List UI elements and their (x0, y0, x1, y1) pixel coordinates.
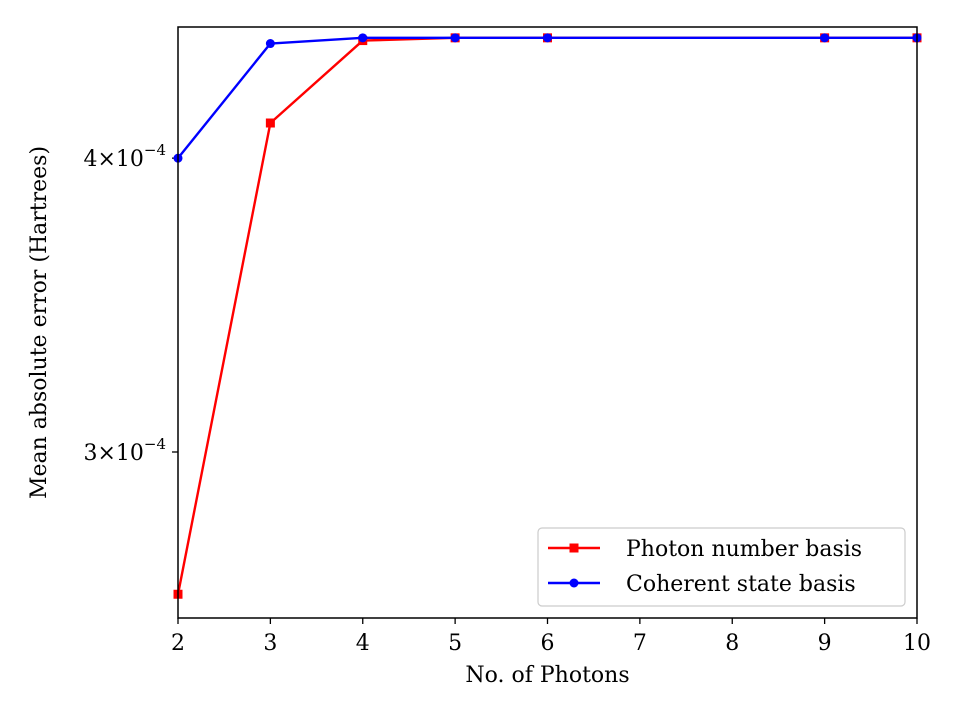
x-tick-label: 4 (356, 631, 370, 656)
data-point (820, 33, 830, 43)
data-point (265, 118, 275, 128)
y-tick-exponent: −4 (144, 141, 166, 159)
x-tick-label: 5 (448, 631, 462, 656)
plot-frame (177, 26, 918, 619)
x-tick-label: 7 (633, 631, 647, 656)
series-line (177, 36, 917, 159)
data-point (450, 33, 460, 43)
x-axis-ticks: 2 3 4 5 6 7 8 9 10 (171, 618, 931, 656)
y-tick-mantissa: 4 (83, 147, 97, 172)
legend-label: Coherent state basis (626, 572, 856, 597)
x-tick-label: 10 (903, 631, 931, 656)
legend-label: Photon number basis (626, 537, 862, 562)
legend-marker (569, 543, 579, 553)
legend-marker (569, 578, 579, 588)
x-tick-label: 6 (541, 631, 555, 656)
series-line (176, 36, 917, 595)
x-axis-label: No. of Photons (465, 663, 629, 688)
y-axis-label: Mean absolute error (Hartrees) (27, 146, 52, 499)
legend-box (537, 527, 906, 607)
legend: Photon number basis Coherent state basis (537, 527, 906, 607)
y-tick-mantissa: 3 (83, 441, 97, 466)
x-tick-label: 8 (725, 631, 739, 656)
data-point (543, 33, 552, 43)
y-tick-times: ×10 (97, 147, 143, 172)
x-tick-label: 3 (263, 631, 277, 656)
x-tick-label: 2 (171, 631, 185, 656)
data-point (358, 33, 368, 43)
y-tick-times: ×10 (97, 441, 143, 466)
y-tick-exponent: −4 (144, 435, 166, 453)
legend-entry: Coherent state basis (548, 572, 856, 597)
series-0 (173, 33, 922, 599)
series-1 (173, 33, 922, 163)
legend-entry: Photon number basis (548, 537, 862, 562)
y-tick-label: 3×10−4 (83, 435, 166, 466)
y-axis-ticks: 3×10−44×10−4 (83, 141, 178, 466)
y-tick-label: 4×10−4 (83, 141, 166, 172)
x-tick-label: 9 (818, 631, 832, 656)
data-point (265, 39, 275, 49)
series-layer (173, 33, 922, 599)
